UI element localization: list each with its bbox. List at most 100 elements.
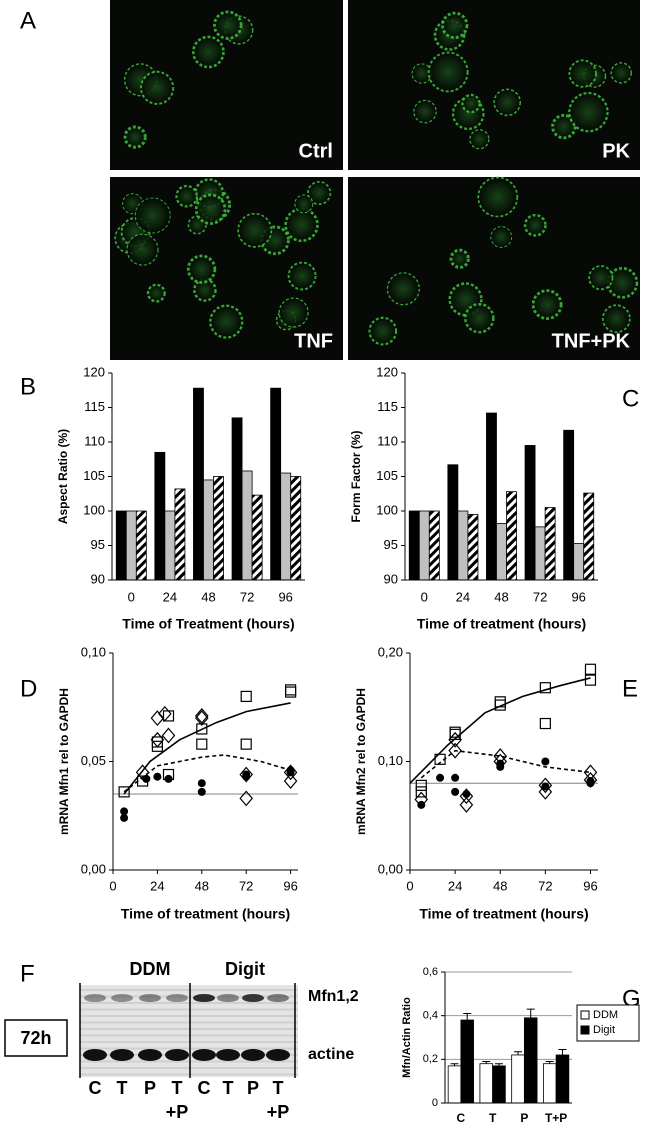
marker	[448, 731, 462, 748]
x-tick-label: T	[489, 1111, 497, 1125]
lane-label: +P	[267, 1102, 290, 1122]
marker	[197, 787, 206, 796]
bar	[496, 523, 507, 581]
y-tick-label: 0,00	[81, 861, 106, 876]
y-tick-label: 90	[384, 571, 398, 586]
marker	[415, 779, 427, 791]
marker	[283, 764, 298, 781]
bar	[428, 510, 440, 581]
bar	[174, 488, 186, 581]
y-tick-label: 105	[376, 468, 398, 483]
bar	[115, 510, 127, 581]
time-box	[4, 1019, 68, 1057]
bar	[447, 464, 459, 581]
time-label: 72h	[20, 1028, 51, 1048]
marker	[496, 762, 505, 771]
marker	[240, 690, 252, 703]
group-label: Digit	[225, 959, 265, 979]
x-tick-label: 72	[240, 589, 254, 604]
bar	[534, 526, 546, 581]
cell	[610, 62, 633, 84]
cell	[551, 113, 577, 140]
x-tick-label: 48	[494, 589, 508, 604]
bar	[457, 510, 469, 581]
lane-label: C	[198, 1078, 211, 1098]
y-tick-label: 0,00	[378, 861, 403, 876]
error-bar	[494, 1063, 503, 1066]
axes	[404, 373, 598, 581]
fit-line	[420, 749, 591, 779]
lane-label: P	[144, 1078, 156, 1098]
bar	[193, 387, 204, 581]
marker	[436, 773, 445, 782]
y-tick-label: 0,2	[423, 1053, 438, 1065]
marker	[118, 786, 130, 798]
marker	[538, 783, 553, 800]
fit-line	[409, 677, 591, 784]
bar	[511, 1054, 525, 1104]
marker	[448, 742, 462, 759]
bar	[486, 412, 497, 581]
y-tick-label: 105	[83, 468, 105, 483]
cell	[523, 213, 547, 237]
bar	[460, 1019, 474, 1104]
marker	[195, 708, 209, 724]
x-tick-label: 48	[201, 589, 215, 604]
marker	[459, 796, 474, 813]
blot-band	[192, 1049, 216, 1061]
legend-swatch	[580, 1025, 590, 1035]
x-tick-label: 0	[128, 589, 135, 604]
marker	[239, 766, 253, 783]
marker	[120, 807, 129, 816]
x-tick-label: 0	[421, 589, 428, 604]
fit-line	[123, 754, 291, 793]
y-axis-label: Mfn/Actin Ratio	[401, 997, 413, 1078]
y-tick-label: 100	[376, 502, 398, 517]
y-tick-label: 110	[84, 433, 105, 448]
bar	[447, 1065, 462, 1104]
bar	[467, 514, 479, 581]
x-tick-label: T+P	[545, 1111, 567, 1125]
cell	[477, 176, 519, 218]
marker	[150, 731, 165, 748]
marker	[150, 710, 165, 727]
marker	[285, 686, 297, 698]
cell	[278, 297, 309, 328]
band-label: actine	[308, 1046, 354, 1063]
y-tick-label: 115	[377, 399, 398, 414]
micrograph-label: Ctrl	[299, 140, 333, 162]
marker	[539, 682, 551, 694]
lane-label: +P	[166, 1102, 189, 1122]
blot-band	[267, 994, 289, 1002]
error-bar	[482, 1061, 491, 1064]
marker	[196, 723, 208, 735]
marker	[161, 727, 176, 744]
lane-label: T	[117, 1078, 128, 1098]
marker	[286, 768, 295, 777]
cell	[464, 302, 495, 334]
cell	[192, 35, 225, 69]
marker	[584, 674, 597, 686]
marker	[196, 738, 208, 750]
marker	[415, 786, 427, 798]
marker	[142, 774, 151, 783]
bar	[563, 429, 575, 581]
bar	[125, 510, 137, 581]
blot-band	[139, 994, 161, 1002]
x-tick-label: 72	[533, 589, 547, 604]
y-tick-label: 115	[84, 399, 105, 414]
axes	[111, 373, 305, 581]
cell	[449, 248, 470, 269]
cell	[413, 99, 437, 124]
group-label: DDM	[130, 959, 171, 979]
cell	[186, 254, 217, 284]
bar	[523, 1017, 538, 1104]
cell	[461, 93, 481, 114]
bar	[164, 510, 176, 581]
y-tick-label: 120	[376, 364, 398, 379]
y-axis-label: Aspect Ratio (%)	[56, 429, 70, 524]
y-axis-label: Form Factor (%)	[349, 430, 363, 522]
marker	[449, 728, 461, 740]
bar	[544, 507, 556, 581]
cell	[213, 10, 243, 40]
